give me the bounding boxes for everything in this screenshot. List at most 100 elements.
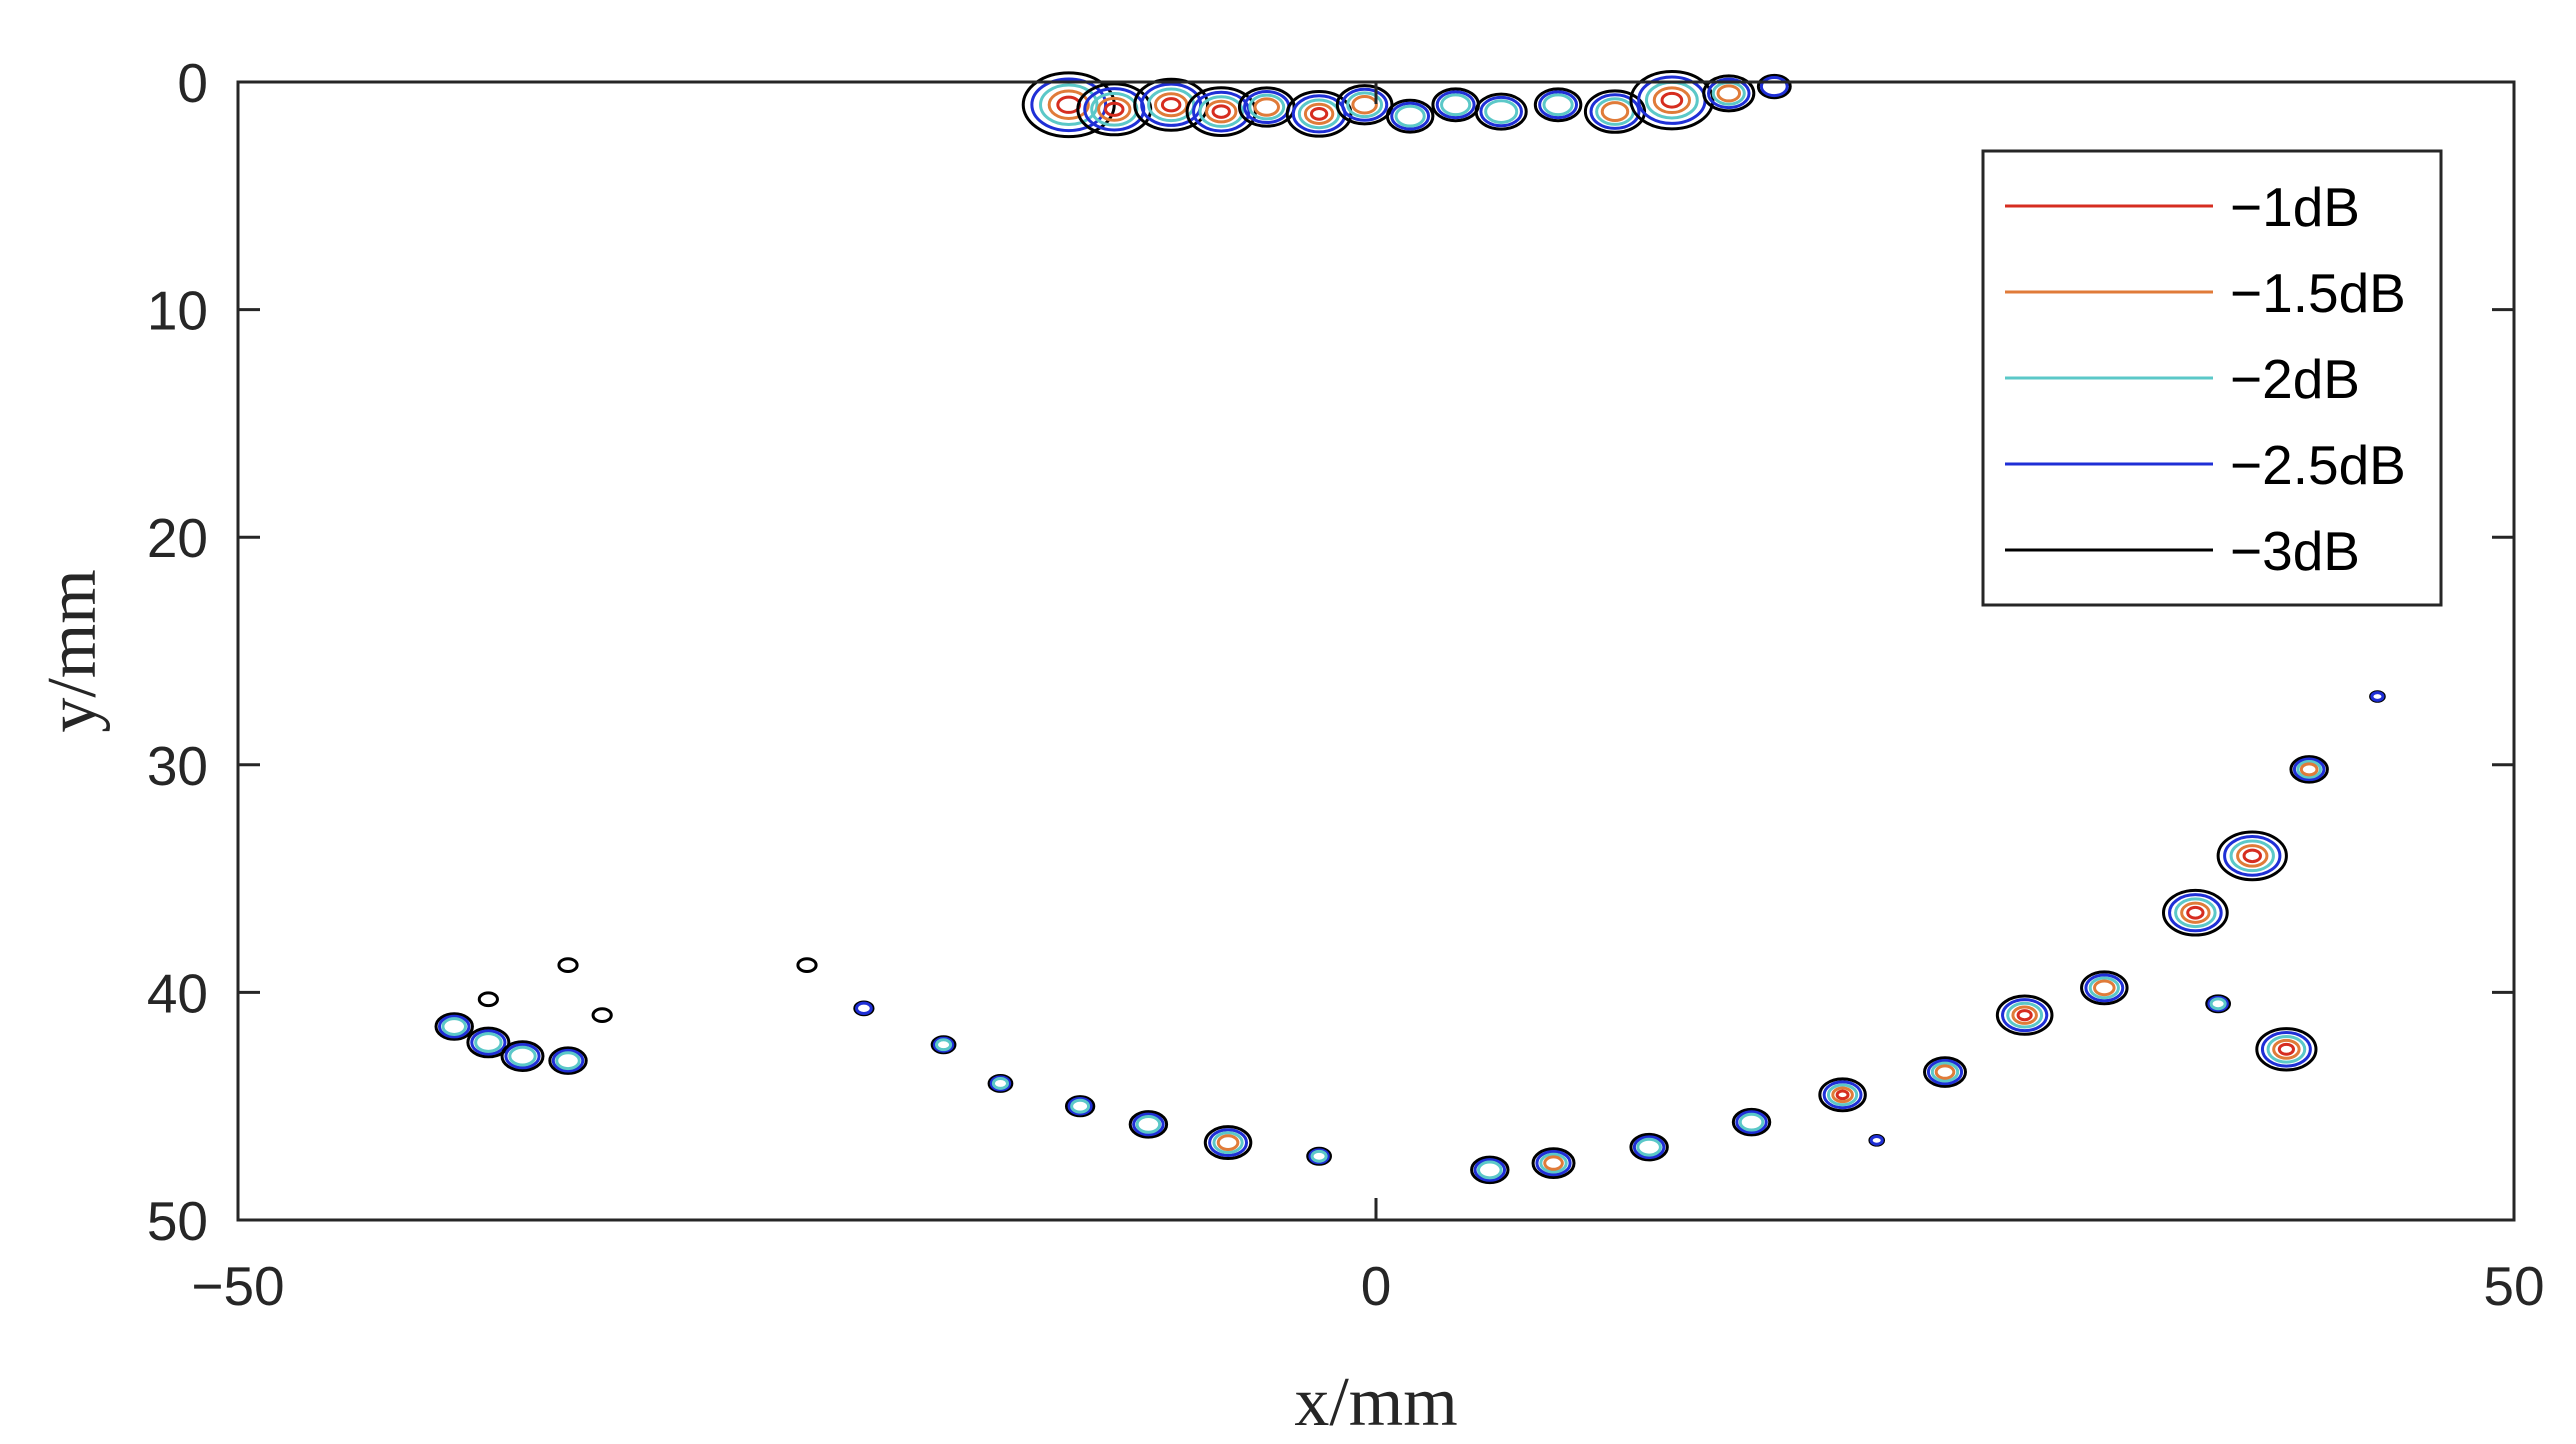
contour-line: [2207, 995, 2229, 1012]
x-tick-label: −50: [191, 1255, 284, 1317]
contour-line: [2180, 901, 2211, 924]
contour-line: [1738, 1112, 1765, 1132]
contour-blob: [557, 957, 579, 973]
contour-line: [557, 957, 579, 973]
contour-line: [1474, 92, 1528, 131]
contour-blob: [796, 957, 818, 973]
contour-blob: [930, 1035, 957, 1055]
contour-line: [1543, 1155, 1564, 1171]
contour-line: [1479, 95, 1523, 128]
contour-line: [1394, 104, 1426, 128]
contour-blob: [1203, 1125, 1253, 1161]
contour-line: [1535, 1149, 1572, 1177]
x-tick-label: 50: [2483, 1255, 2544, 1317]
contour-line: [2255, 1027, 2318, 1072]
contour-blob: [1923, 1056, 1967, 1088]
contour-line: [989, 1075, 1012, 1092]
contour-line: [1133, 77, 1210, 132]
contour-line: [1192, 90, 1251, 133]
contour-line: [1351, 95, 1378, 115]
contour-blob: [1474, 92, 1528, 131]
contour-line: [1538, 90, 1579, 120]
contour-line: [2223, 834, 2282, 877]
y-tick-label: 40: [147, 962, 208, 1024]
contour-line: [2370, 691, 2385, 702]
contour-line: [1926, 1058, 1964, 1086]
contour-line: [1132, 1112, 1165, 1137]
contour-blob: [2289, 755, 2329, 784]
contour-line: [1731, 1107, 1772, 1137]
contour-line: [855, 1001, 873, 1015]
contour-line: [1831, 1086, 1854, 1104]
x-axis-title: x/mm: [1294, 1364, 1457, 1441]
contour-line: [1660, 91, 1684, 109]
contour-blob: [1021, 71, 1116, 139]
legend-label: −1.5dB: [2230, 262, 2406, 324]
contour-line: [1216, 1134, 1240, 1151]
contour-line: [1285, 90, 1353, 138]
contour-blob: [2369, 690, 2386, 703]
contour-line: [991, 1077, 1010, 1090]
contour-line: [2242, 848, 2262, 864]
legend: −1dB −1.5dB −2dB −2.5dB −3dB: [1981, 149, 2443, 607]
contour-line: [2266, 1034, 2307, 1064]
contour-line: [2292, 757, 2326, 782]
contour-blob: [2216, 830, 2288, 882]
contour-line: [1539, 1152, 1568, 1174]
contour-line: [930, 1035, 957, 1055]
contour-line: [1039, 83, 1099, 127]
contour-line: [1735, 1110, 1768, 1134]
contour-line: [1440, 93, 1472, 117]
contour-line: [1303, 102, 1335, 125]
contour-line: [1090, 92, 1139, 127]
contour-line: [2001, 998, 2049, 1033]
contour-line: [1308, 1148, 1330, 1165]
contour-line: [551, 1048, 585, 1073]
contour-line: [2088, 976, 2120, 1000]
contour-line: [1021, 71, 1116, 139]
contour-blob: [466, 1026, 511, 1059]
contour-line: [1636, 1137, 1662, 1157]
contour-line: [477, 991, 499, 1008]
contour-line: [1702, 74, 1756, 113]
contour-line: [1826, 1083, 1859, 1107]
contour-line: [1211, 104, 1231, 119]
contour-line: [1205, 99, 1238, 124]
y-tick-label: 30: [147, 735, 208, 797]
contour-line: [1346, 91, 1384, 119]
contour-line: [2216, 830, 2288, 882]
contour-blob: [1531, 1147, 1576, 1179]
contour-line: [466, 1026, 511, 1059]
contour-line: [1835, 1089, 1850, 1101]
contour-blob: [548, 1046, 588, 1075]
contour-line: [1600, 101, 1630, 122]
contour-blob: [853, 1000, 875, 1017]
contour-line: [932, 1036, 955, 1053]
x-tick-label: 0: [1361, 1255, 1392, 1317]
contour-line: [2299, 762, 2319, 777]
contour-line: [2161, 888, 2229, 937]
contour-line: [1390, 101, 1431, 131]
contour-line: [1629, 1132, 1669, 1162]
contour-line: [1104, 101, 1125, 117]
contour-blob: [1306, 1146, 1332, 1166]
contour-line: [2260, 1031, 2312, 1068]
contour-blob: [1533, 87, 1583, 123]
contour-line: [1869, 1134, 1884, 1146]
contour-line: [1212, 1131, 1244, 1154]
y-tick-label: 10: [147, 280, 208, 342]
contour-line: [1097, 96, 1132, 122]
contour-line: [1340, 87, 1389, 122]
contour-line: [2277, 1042, 2296, 1056]
y-axis-ticks: 0 10 20 30 40 50: [147, 52, 2514, 1252]
contour-line: [434, 1012, 474, 1041]
contour-line: [1070, 1098, 1091, 1114]
contour-line: [1484, 99, 1519, 124]
legend-label: −1dB: [2230, 176, 2360, 238]
contour-line: [1067, 1096, 1093, 1116]
contour-line: [555, 1051, 581, 1071]
contour-line: [2093, 979, 2116, 997]
contour-line: [1716, 84, 1742, 103]
contour-line: [474, 1032, 503, 1053]
contour-line: [2016, 1009, 2033, 1022]
